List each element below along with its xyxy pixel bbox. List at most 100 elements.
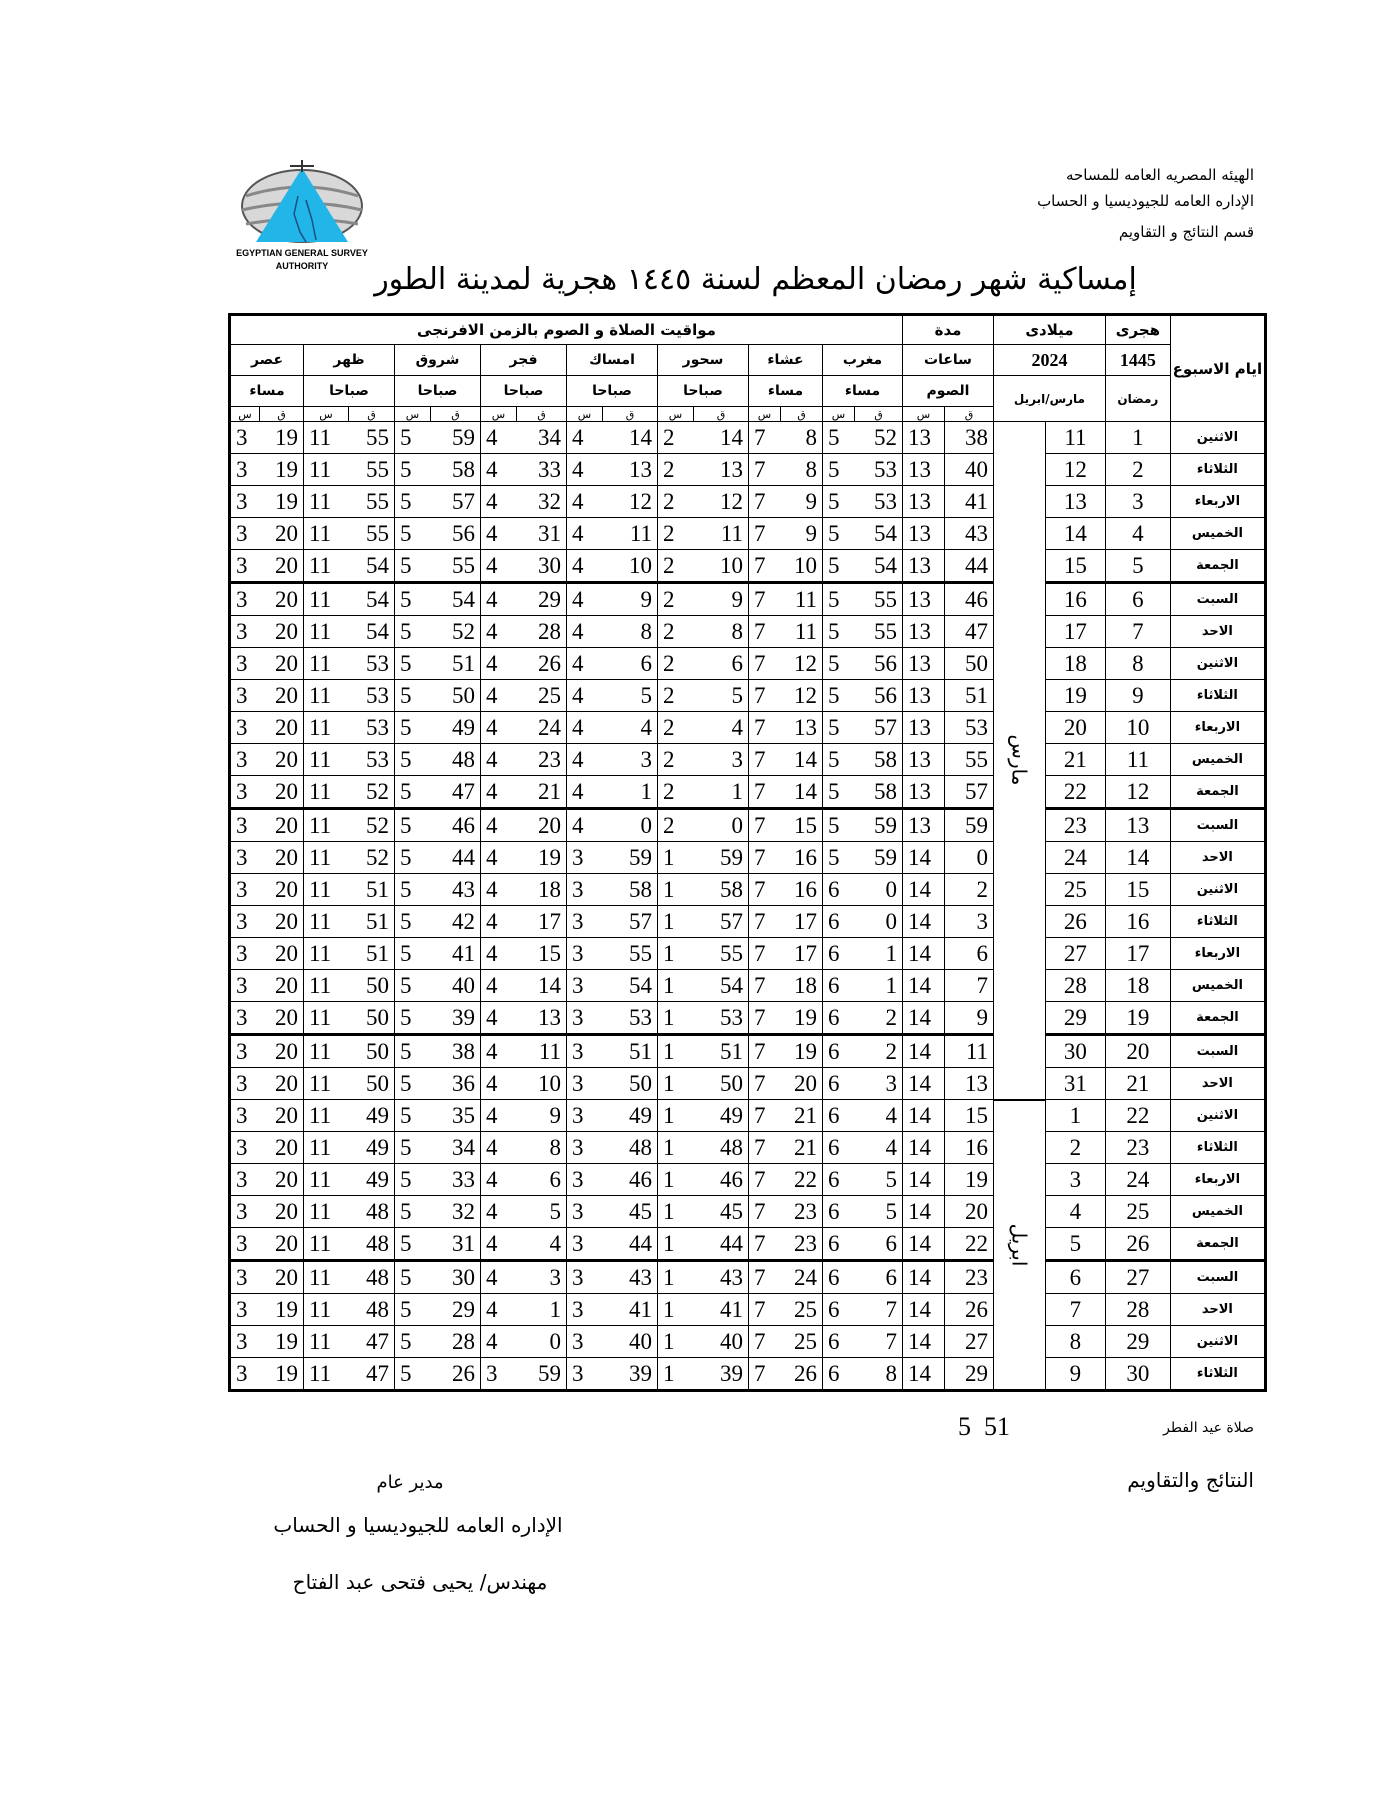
shuruq-hour: 5 [394, 775, 431, 810]
table-row: 3 20 11 55 5 56 4 31 4 11 2 11 7 9 5 54 13 43 14 4 الخميس [229, 517, 1266, 550]
table-row: 3 20 11 53 5 49 4 24 4 4 2 4 7 13 5 57 13 53 20 10 الاربعاء [229, 711, 1266, 744]
imsak-minute: 49 [602, 1099, 658, 1132]
imsak-minute: 10 [602, 549, 658, 584]
sahur-hour: 1 [657, 1357, 694, 1391]
dhuhr-hour: 11 [303, 1131, 349, 1164]
minute-subheader: ق [430, 406, 481, 422]
maghrib-hour: 5 [822, 582, 855, 616]
shuruq-minute: 50 [430, 679, 481, 712]
imsak-minute: 58 [602, 873, 658, 906]
saum-minute: 50 [944, 647, 994, 680]
saum-minute: 20 [944, 1195, 994, 1228]
sahur-minute: 10 [693, 549, 749, 584]
asr-minute: 19 [259, 1357, 304, 1391]
isha-hour: 7 [748, 1034, 781, 1068]
weekday: الاحد [1169, 1067, 1266, 1100]
maghrib-minute: 1 [854, 937, 903, 970]
fajr-hour: 3 [480, 1357, 517, 1391]
table-row: 3 19 11 47 5 28 4 0 3 40 1 40 7 25 6 7 14 27 8 29 الاثنين [229, 1325, 1266, 1358]
dhuhr-hour: 11 [303, 1325, 349, 1358]
imsak-minute: 9 [602, 582, 658, 616]
days-header: ايام الاسبوع [1169, 314, 1266, 422]
hijri-header: هجرى [1104, 314, 1171, 345]
saum-minute: 47 [944, 615, 994, 648]
greg-date: 12 [1044, 453, 1106, 486]
maghrib-minute: 53 [854, 453, 903, 486]
asr-hour: 3 [229, 647, 260, 680]
sahur-minute: 45 [693, 1195, 749, 1228]
dhuhr-hour: 11 [303, 485, 349, 518]
imsak-hour: 3 [566, 841, 603, 874]
maghrib-minute: 58 [854, 775, 903, 810]
fajr-hour: 4 [480, 1001, 517, 1036]
hijri-date: 4 [1104, 517, 1171, 550]
sahur-hour: 2 [657, 485, 694, 518]
table-row: 3 20 11 48 5 32 4 5 3 45 1 45 7 23 6 5 14 20 4 25 الخميس [229, 1195, 1266, 1228]
asr-hour: 3 [229, 1357, 260, 1391]
shuruq-minute: 43 [430, 873, 481, 906]
org-department: الإداره العامه للجيوديسيا و الحساب [1037, 192, 1254, 210]
sahur-minute: 6 [693, 647, 749, 680]
maghrib-hour: 5 [822, 421, 855, 454]
dhuhr-hour: 11 [303, 808, 349, 842]
asr-minute: 19 [259, 421, 304, 454]
asr-minute: 20 [259, 1001, 304, 1036]
sahur-hour: 2 [657, 647, 694, 680]
weekday: الاثنين [1169, 1325, 1266, 1358]
dhuhr-minute: 47 [348, 1357, 395, 1391]
imsak-hour: 4 [566, 743, 603, 776]
greg-date: 1 [1044, 1099, 1106, 1132]
shuruq-minute: 48 [430, 743, 481, 776]
isha-hour: 7 [748, 808, 781, 842]
column-header-period: مساء [822, 375, 903, 407]
minute-subheader: ق [944, 406, 994, 422]
shuruq-minute: 33 [430, 1163, 481, 1196]
sahur-hour: 1 [657, 1260, 694, 1294]
asr-minute: 20 [259, 1131, 304, 1164]
maghrib-hour: 5 [822, 711, 855, 744]
asr-minute: 20 [259, 549, 304, 584]
greg-date: 20 [1044, 711, 1106, 744]
greg-date: 7 [1044, 1293, 1106, 1326]
maghrib-hour: 6 [822, 1325, 855, 1358]
shuruq-hour: 5 [394, 421, 431, 454]
shuruq-hour: 5 [394, 485, 431, 518]
maghrib-hour: 5 [822, 775, 855, 810]
saum-minute: 19 [944, 1163, 994, 1196]
table-row: 3 20 11 52 5 46 4 20 4 0 2 0 7 15 5 59 13 59 23 13 السبت [229, 808, 1266, 842]
column-header-period: صباحا [394, 375, 481, 407]
saum-minute: 0 [944, 841, 994, 874]
imsak-minute: 40 [602, 1325, 658, 1358]
maghrib-minute: 54 [854, 549, 903, 584]
fajr-minute: 3 [516, 1260, 567, 1294]
maghrib-hour: 5 [822, 517, 855, 550]
table-row: 3 20 11 49 5 34 4 8 3 48 1 48 7 21 6 4 14 16 2 23 الثلاثاء [229, 1131, 1266, 1164]
isha-minute: 19 [780, 1001, 823, 1036]
fajr-hour: 4 [480, 1131, 517, 1164]
weekday: الثلاثاء [1169, 1131, 1266, 1164]
weekday: الاحد [1169, 1293, 1266, 1326]
maghrib-minute: 54 [854, 517, 903, 550]
sahur-minute: 46 [693, 1163, 749, 1196]
isha-minute: 11 [780, 582, 823, 616]
table-row: 3 20 11 48 5 31 4 4 3 44 1 44 7 23 6 6 14 22 5 26 الجمعة [229, 1227, 1266, 1262]
greg-date: 23 [1044, 808, 1106, 842]
fajr-minute: 11 [516, 1034, 567, 1068]
greg-date: 22 [1044, 775, 1106, 810]
table-row: 3 20 11 48 5 30 4 3 3 43 1 43 7 24 6 6 14 23 6 27 السبت [229, 1260, 1266, 1294]
sahur-hour: 2 [657, 582, 694, 616]
weekday: الخميس [1169, 1195, 1266, 1228]
imsak-hour: 3 [566, 1163, 603, 1196]
sahur-hour: 1 [657, 937, 694, 970]
isha-minute: 14 [780, 743, 823, 776]
hijri-date: 30 [1104, 1357, 1171, 1391]
table-row: 3 19 11 55 5 57 4 32 4 12 2 12 7 9 5 53 13 41 13 3 الاربعاء [229, 485, 1266, 518]
maghrib-minute: 6 [854, 1227, 903, 1262]
asr-hour: 3 [229, 1163, 260, 1196]
saum-hour: 13 [902, 582, 945, 616]
shuruq-hour: 5 [394, 1195, 431, 1228]
hijri-date: 21 [1104, 1067, 1171, 1100]
imsak-minute: 11 [602, 517, 658, 550]
column-header-period: صباحا [657, 375, 749, 407]
saum-minute: 55 [944, 743, 994, 776]
